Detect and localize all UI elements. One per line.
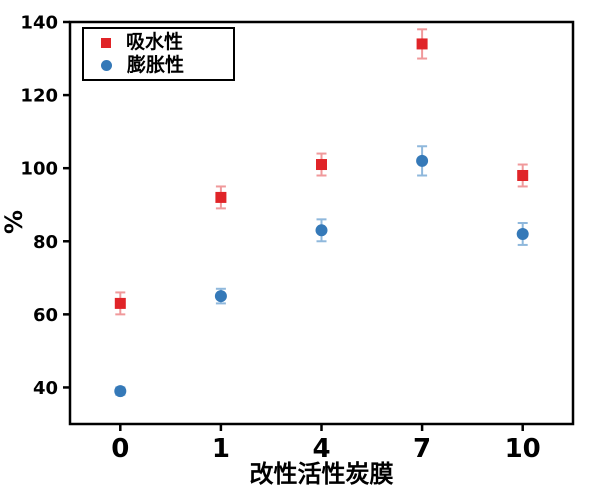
- y-tick-label: 60: [33, 305, 58, 326]
- x-axis-title: 改性活性炭膜: [249, 460, 394, 488]
- x-tick-label: 1: [212, 434, 230, 464]
- y-tick-label: 100: [20, 159, 58, 180]
- y-tick-label: 40: [33, 378, 58, 399]
- data-point-series0-cat4: [517, 169, 529, 181]
- x-tick-label: 10: [505, 434, 541, 464]
- y-tick-label: 80: [33, 232, 58, 253]
- legend: 吸水性 膨胀性: [82, 27, 235, 81]
- data-point-series0-cat0: [114, 297, 126, 309]
- data-point-series1-cat2: [315, 224, 328, 237]
- square-marker-icon: [101, 37, 111, 48]
- data-point-series1-cat1: [214, 290, 227, 303]
- legend-label-swelling: 膨胀性: [127, 54, 185, 76]
- x-tick-label: 4: [312, 434, 330, 464]
- circle-marker-icon: [101, 60, 112, 71]
- legend-item-absorption: 吸水性: [84, 33, 233, 52]
- data-point-series0-cat3: [416, 38, 428, 50]
- data-point-series0-cat2: [316, 159, 327, 171]
- y-axis-title: %: [0, 209, 28, 235]
- y-tick-label: 120: [20, 86, 58, 107]
- legend-item-swelling: 膨胀性: [84, 56, 233, 75]
- data-point-series1-cat4: [516, 227, 529, 240]
- legend-label-absorption: 吸水性: [126, 31, 184, 53]
- data-point-series1-cat0: [114, 385, 127, 398]
- x-tick-label: 7: [413, 434, 431, 464]
- data-point-series0-cat1: [215, 191, 227, 203]
- x-tick-label: 0: [111, 434, 129, 464]
- data-point-series1-cat3: [416, 154, 429, 167]
- y-tick-label: 140: [20, 13, 58, 34]
